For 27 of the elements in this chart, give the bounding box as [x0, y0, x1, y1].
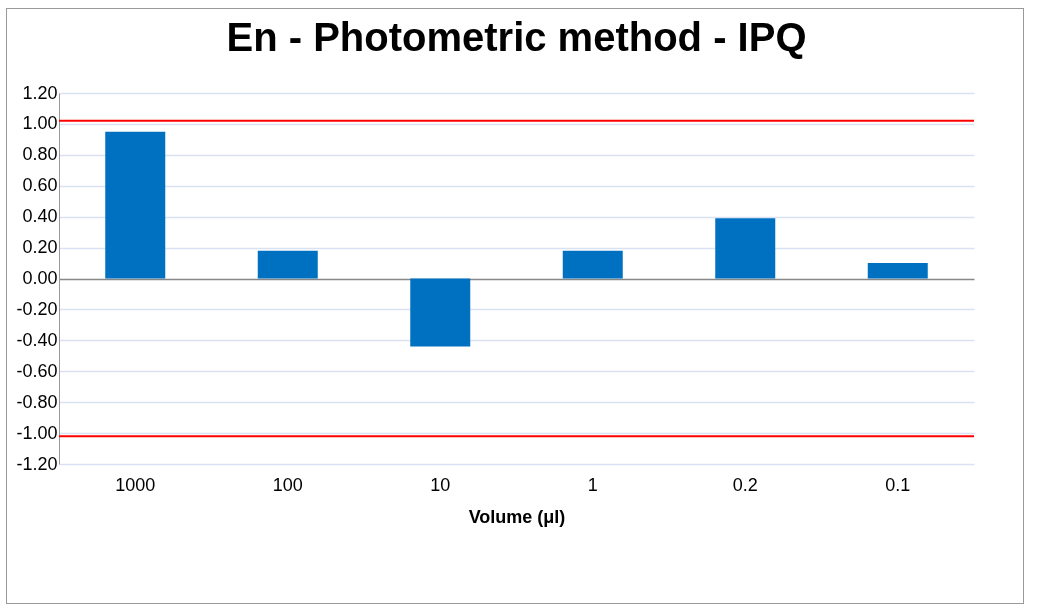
y-tick-label: 1.20 — [22, 82, 58, 103]
chart-title: En - Photometric method - IPQ — [226, 15, 807, 59]
bar — [715, 218, 776, 279]
bar — [867, 263, 928, 279]
y-tick-label: -1.00 — [16, 422, 58, 443]
y-tick-label: -1.20 — [16, 453, 58, 474]
bar — [410, 278, 471, 347]
y-tick-label: 0.40 — [22, 206, 58, 227]
x-axis-title: Volume (μl) — [468, 506, 566, 527]
bar — [105, 131, 166, 279]
x-tick-label: 0.2 — [732, 474, 758, 495]
y-tick-label: 0.20 — [22, 237, 58, 258]
x-tick-label: 100 — [272, 474, 303, 495]
y-tick-label: -0.60 — [16, 360, 58, 381]
bar — [257, 250, 318, 279]
x-tick-label: 1 — [587, 474, 598, 495]
y-tick-label: 1.00 — [22, 113, 58, 134]
x-tick-label: 10 — [430, 474, 451, 495]
x-tick-label: 0.1 — [885, 474, 911, 495]
y-tick-label: 0.80 — [22, 144, 58, 165]
y-tick-label: -0.20 — [16, 298, 58, 319]
y-tick-label: 0.60 — [22, 175, 58, 196]
y-tick-label: -0.80 — [16, 391, 58, 412]
y-tick-label: 0.00 — [22, 268, 58, 288]
x-tick-label: 1000 — [115, 474, 156, 495]
bar — [562, 250, 623, 279]
y-tick-label: -0.40 — [16, 329, 58, 350]
